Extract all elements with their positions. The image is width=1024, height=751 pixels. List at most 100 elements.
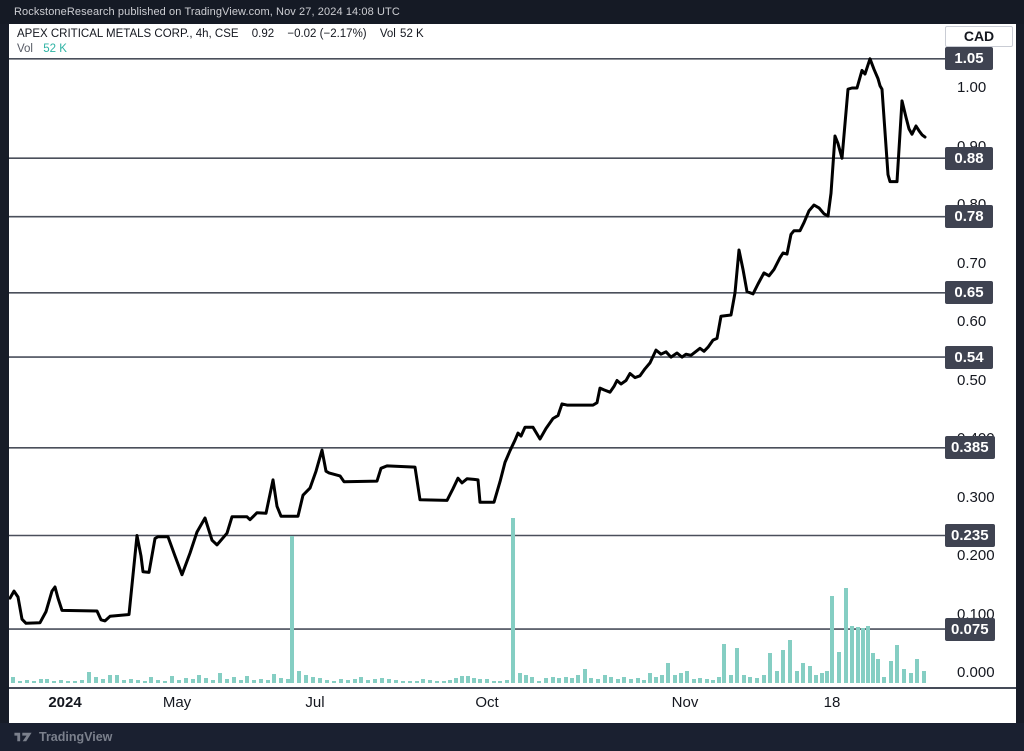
footer-bar: TradingView <box>0 723 1024 751</box>
volume-bar <box>442 681 446 683</box>
volume-bar <box>698 678 702 683</box>
volume-bar <box>311 677 315 683</box>
price-level-badge: 0.88 <box>945 146 993 170</box>
volume-bar <box>660 675 664 683</box>
price-level-badge: 0.235 <box>945 524 995 548</box>
volume-bar <box>596 679 600 683</box>
volume-bar <box>401 681 405 683</box>
volume-bar <box>498 681 502 683</box>
price-tick-label: 0.50 <box>957 371 987 389</box>
volume-bar <box>861 628 865 683</box>
chart-canvas[interactable] <box>9 24 1016 687</box>
volume-bar <box>922 671 926 683</box>
price-tick-label: 0.300 <box>957 488 995 506</box>
volume-bar <box>492 681 496 683</box>
volume-bar <box>297 671 301 683</box>
volume-bar <box>616 679 620 683</box>
volume-bar <box>101 679 105 683</box>
volume-bar <box>149 677 153 683</box>
price-line <box>9 57 927 625</box>
volume-inline-label: Vol <box>379 28 396 40</box>
volume-bar <box>318 678 322 683</box>
price-tick-label: 0.000 <box>957 664 995 681</box>
volume-bar <box>742 675 746 683</box>
volume-indicator-label: Vol <box>17 43 33 55</box>
volume-bar <box>428 680 432 683</box>
attribution-text: RockstoneResearch published on TradingVi… <box>14 6 400 18</box>
volume-bar <box>722 644 726 683</box>
volume-bar <box>837 652 841 683</box>
time-scale-border <box>9 687 1016 689</box>
volume-bar <box>895 645 899 683</box>
volume-bar <box>225 679 229 683</box>
time-scale[interactable]: 2024 May Jul Oct Nov 18 <box>9 689 1016 723</box>
volume-bar <box>286 679 290 683</box>
volume-bar <box>537 681 541 683</box>
price-tick-label: 0.200 <box>957 547 995 564</box>
volume-bar <box>902 669 906 683</box>
volume-bar <box>755 678 759 683</box>
volume-bar <box>795 671 799 683</box>
time-tick-label: 2024 <box>48 694 82 711</box>
price-level-badge: 0.54 <box>945 345 993 369</box>
volume-bar <box>735 648 739 683</box>
volume-bar <box>204 678 208 683</box>
volume-bar <box>609 677 613 683</box>
volume-bar <box>279 678 283 683</box>
volume-bar <box>685 671 689 683</box>
volume-bar <box>339 679 343 683</box>
volume-bar <box>239 680 243 683</box>
volume-bar <box>129 679 133 683</box>
volume-bar <box>673 675 677 683</box>
volume-bar <box>197 675 201 683</box>
volume-bar <box>576 675 580 683</box>
volume-bar <box>524 675 528 683</box>
volume-bar <box>636 678 640 683</box>
volume-bar <box>39 679 43 683</box>
volume-bar <box>844 588 848 683</box>
tradingview-logo-icon[interactable] <box>13 730 33 744</box>
volume-bar <box>485 679 489 683</box>
volume-bar <box>460 676 464 683</box>
volume-bar <box>882 677 886 683</box>
volume-bar <box>73 681 77 683</box>
volume-bar <box>781 650 785 683</box>
volume-bar <box>163 681 167 683</box>
volume-bar <box>748 677 752 683</box>
volume-bar <box>570 678 574 683</box>
volume-bar <box>408 681 412 683</box>
volume-bar <box>272 674 276 683</box>
volume-bar <box>876 659 880 683</box>
attribution-bar: RockstoneResearch published on TradingVi… <box>0 0 1024 24</box>
price-scale[interactable]: CAD 1.000.900.800.700.600.500.4000.3000.… <box>9 24 1016 687</box>
volume-bar <box>232 677 236 683</box>
volume-bar <box>387 679 391 683</box>
volume-bar <box>415 681 419 683</box>
volume-bar <box>801 663 805 683</box>
volume-bar <box>454 678 458 683</box>
volume-bar <box>211 680 215 683</box>
volume-bar <box>353 679 357 683</box>
volume-bars-series <box>11 518 926 683</box>
volume-bar <box>448 680 452 683</box>
volume-bar <box>45 679 49 683</box>
volume-bar <box>394 680 398 683</box>
volume-indicator-value: 52 K <box>43 43 67 55</box>
volume-bar <box>80 680 84 683</box>
volume-bar <box>346 680 350 683</box>
volume-bar <box>304 675 308 683</box>
volume-bar <box>762 675 766 683</box>
volume-bar <box>252 680 256 683</box>
volume-bar <box>435 681 439 683</box>
volume-bar <box>692 679 696 683</box>
volume-bar <box>421 679 425 683</box>
volume-bar <box>654 677 658 683</box>
time-tick-label: 18 <box>823 694 841 711</box>
price-level-badge: 0.075 <box>945 617 995 641</box>
volume-bar <box>705 679 709 683</box>
volume-bar <box>259 679 263 683</box>
volume-bar <box>825 671 829 683</box>
volume-bar <box>850 626 854 683</box>
volume-bar <box>557 678 561 683</box>
tradingview-brand-text[interactable]: TradingView <box>39 730 113 744</box>
